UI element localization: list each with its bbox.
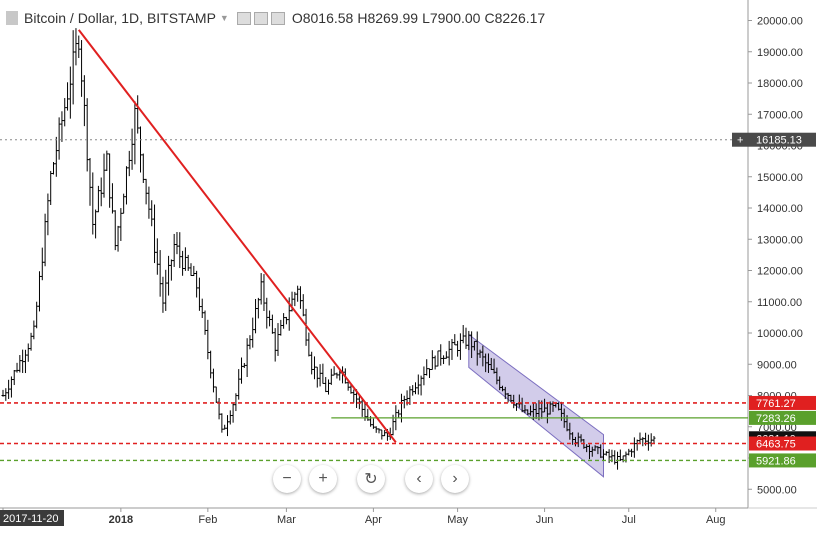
price-tick-label: 17000.00 bbox=[757, 109, 803, 121]
price-tick-label: 9000.00 bbox=[757, 359, 797, 371]
support-level-label: 7283.26 bbox=[756, 413, 796, 425]
price-tick-label: 12000.00 bbox=[757, 266, 803, 278]
settings-icon[interactable] bbox=[236, 11, 251, 25]
price-bars bbox=[1, 28, 656, 470]
price-tick-label: 18000.00 bbox=[757, 78, 803, 90]
time-tick-label: Apr bbox=[365, 514, 382, 526]
time-tick-label: Aug bbox=[706, 514, 726, 526]
resistance-level-label-bg bbox=[749, 395, 816, 410]
price-tick-label: 19000.00 bbox=[757, 47, 803, 59]
time-tick-label: Jul bbox=[622, 514, 636, 526]
high-value: 8269.99 bbox=[367, 10, 419, 26]
low-value: 7900.00 bbox=[429, 10, 481, 26]
support-level-label-bg bbox=[749, 410, 816, 425]
descending-trendline bbox=[77, 29, 397, 443]
scroll-right-button[interactable]: › bbox=[441, 465, 469, 493]
price-tick-label: 10000.00 bbox=[757, 328, 803, 340]
price-tick-label: 14000.00 bbox=[757, 203, 803, 215]
time-tick-label: 2018 bbox=[109, 514, 133, 526]
resistance-level-label: 7761.27 bbox=[756, 398, 796, 410]
low-label: L bbox=[422, 10, 430, 26]
visibility-icon[interactable] bbox=[253, 11, 268, 25]
crosshair-price-bg bbox=[732, 132, 816, 147]
chart-logo-icon bbox=[6, 11, 18, 25]
resistance-level-label: 6463.75 bbox=[756, 439, 796, 451]
scroll-left-button[interactable]: ‹ bbox=[405, 465, 433, 493]
zoom-in-button[interactable]: + bbox=[309, 465, 337, 493]
close-label: C bbox=[484, 10, 495, 26]
support-level-label: 5921.86 bbox=[756, 455, 796, 467]
time-tick-label: 2017-11-20 bbox=[3, 513, 58, 525]
crosshair-price-label: 16185.13 bbox=[756, 135, 802, 147]
open-value: 8016.58 bbox=[302, 10, 354, 26]
chart-header: Bitcoin / Dollar, 1D, BITSTAMP ▼ O 8016.5… bbox=[0, 6, 545, 30]
resistance-level-label-bg bbox=[749, 436, 816, 451]
price-tick-label: 13000.00 bbox=[757, 234, 803, 246]
symbol-title[interactable]: Bitcoin / Dollar, 1D, BITSTAMP bbox=[24, 10, 216, 26]
price-tick-label: 5000.00 bbox=[757, 484, 797, 496]
price-tick-label: 15000.00 bbox=[757, 172, 803, 184]
close-value: 8226.17 bbox=[494, 10, 546, 26]
close-icon[interactable] bbox=[270, 11, 285, 25]
start-date-badge bbox=[0, 510, 64, 526]
reset-button[interactable]: ↻ bbox=[357, 465, 385, 493]
symbol-dropdown-icon[interactable]: ▼ bbox=[219, 13, 229, 23]
time-tick-label: Feb bbox=[198, 514, 217, 526]
chart-navigation-controls: − + ↻ ‹ › bbox=[273, 465, 477, 493]
time-tick-label: Mar bbox=[277, 514, 296, 526]
price-tick-label: 11000.00 bbox=[757, 297, 802, 309]
crosshair-plus-icon: + bbox=[737, 135, 743, 147]
time-tick-label: May bbox=[447, 514, 468, 526]
open-label: O bbox=[291, 10, 303, 26]
high-label: H bbox=[357, 10, 368, 26]
price-tick-label: 20000.00 bbox=[757, 16, 803, 28]
time-tick-label: Jun bbox=[536, 514, 554, 526]
zoom-out-button[interactable]: − bbox=[273, 465, 301, 493]
support-level-label-bg bbox=[749, 453, 816, 468]
